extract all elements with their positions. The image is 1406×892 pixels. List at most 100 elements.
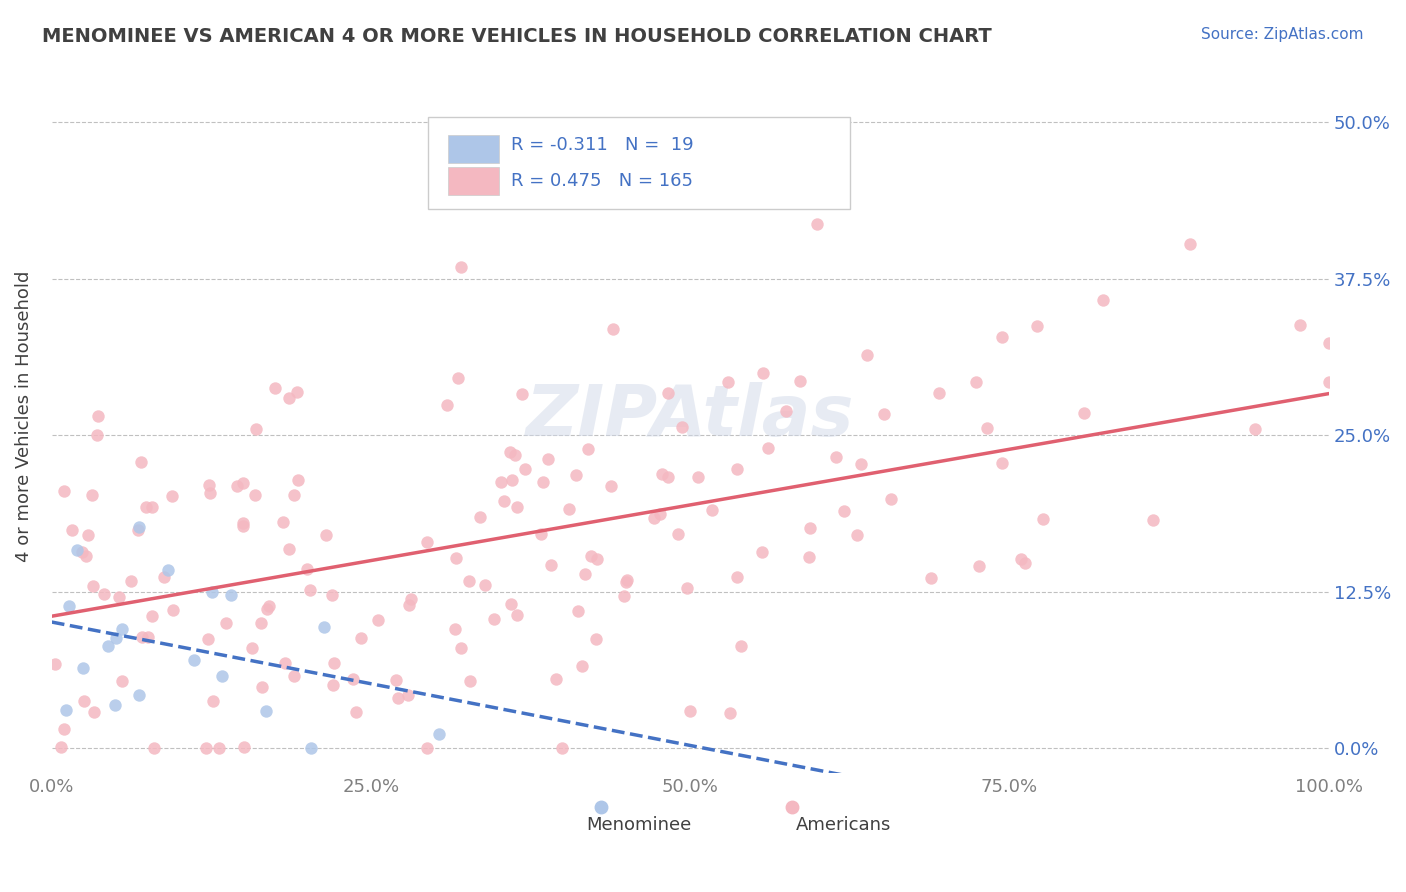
- Point: [232, 519, 254, 533]
- Point: [457, 574, 479, 588]
- FancyBboxPatch shape: [447, 135, 499, 163]
- Point: [183, 653, 205, 667]
- Point: [416, 535, 439, 549]
- Point: [717, 375, 740, 389]
- Point: [298, 583, 321, 598]
- Point: [295, 562, 318, 576]
- Point: [271, 515, 294, 529]
- Point: [797, 549, 820, 564]
- Point: [450, 640, 472, 655]
- Point: [86, 427, 108, 442]
- Point: [530, 526, 553, 541]
- Text: Americans: Americans: [796, 816, 891, 834]
- Point: [263, 381, 285, 395]
- Point: [66, 542, 89, 557]
- Point: [250, 615, 273, 630]
- Point: [83, 706, 105, 720]
- Point: [315, 527, 337, 541]
- Point: [60, 523, 83, 537]
- Point: [574, 566, 596, 581]
- Point: [686, 469, 709, 483]
- Point: [312, 620, 335, 634]
- Point: [616, 573, 638, 587]
- Point: [211, 668, 233, 682]
- Point: [976, 421, 998, 435]
- Point: [70, 545, 93, 559]
- Point: [1243, 422, 1265, 436]
- Point: [579, 549, 602, 564]
- Point: [399, 591, 422, 606]
- Point: [501, 473, 523, 487]
- Point: [142, 741, 165, 756]
- Text: ZIPAtlas: ZIPAtlas: [526, 382, 855, 450]
- Point: [967, 559, 990, 574]
- Point: [128, 519, 150, 533]
- Point: [219, 588, 242, 602]
- Point: [585, 551, 607, 566]
- Point: [1289, 318, 1312, 332]
- Point: [131, 631, 153, 645]
- Point: [387, 690, 409, 705]
- Point: [751, 545, 773, 559]
- Point: [679, 704, 702, 718]
- Point: [920, 571, 942, 585]
- Point: [277, 541, 299, 556]
- Point: [350, 632, 373, 646]
- Point: [756, 441, 779, 455]
- Point: [613, 589, 636, 603]
- Point: [80, 488, 103, 502]
- Point: [93, 587, 115, 601]
- Point: [1026, 319, 1049, 334]
- Point: [141, 609, 163, 624]
- Point: [75, 549, 97, 564]
- Point: [141, 500, 163, 514]
- Point: [845, 528, 868, 542]
- Point: [614, 575, 637, 590]
- Point: [671, 420, 693, 434]
- Point: [138, 630, 160, 644]
- Point: [484, 612, 506, 626]
- Point: [600, 479, 623, 493]
- Point: [1091, 293, 1114, 307]
- Point: [1073, 406, 1095, 420]
- Point: [44, 657, 66, 671]
- Point: [52, 484, 75, 499]
- Point: [879, 491, 901, 506]
- Point: [215, 616, 238, 631]
- Point: [676, 581, 699, 595]
- Point: [252, 681, 274, 695]
- Point: [53, 722, 76, 736]
- Point: [97, 639, 120, 653]
- Point: [135, 500, 157, 514]
- Point: [1032, 512, 1054, 526]
- Point: [346, 705, 368, 719]
- Point: [127, 523, 149, 537]
- Point: [396, 688, 419, 702]
- Point: [111, 622, 134, 636]
- Point: [385, 673, 408, 687]
- Point: [198, 486, 221, 500]
- Point: [245, 422, 267, 436]
- Point: [666, 526, 689, 541]
- Point: [232, 516, 254, 531]
- Point: [225, 479, 247, 493]
- Point: [322, 656, 344, 670]
- Point: [72, 661, 94, 675]
- Point: [242, 640, 264, 655]
- FancyBboxPatch shape: [447, 167, 499, 195]
- Point: [806, 217, 828, 231]
- Point: [104, 698, 127, 712]
- Point: [285, 384, 308, 399]
- Point: [1317, 375, 1340, 389]
- Point: [928, 385, 950, 400]
- Point: [564, 467, 586, 482]
- Point: [195, 741, 218, 756]
- Point: [458, 674, 481, 689]
- FancyBboxPatch shape: [429, 117, 849, 210]
- Point: [506, 500, 529, 514]
- Point: [991, 330, 1014, 344]
- Point: [153, 570, 176, 584]
- Point: [506, 607, 529, 622]
- Point: [201, 585, 224, 599]
- Point: [540, 558, 562, 573]
